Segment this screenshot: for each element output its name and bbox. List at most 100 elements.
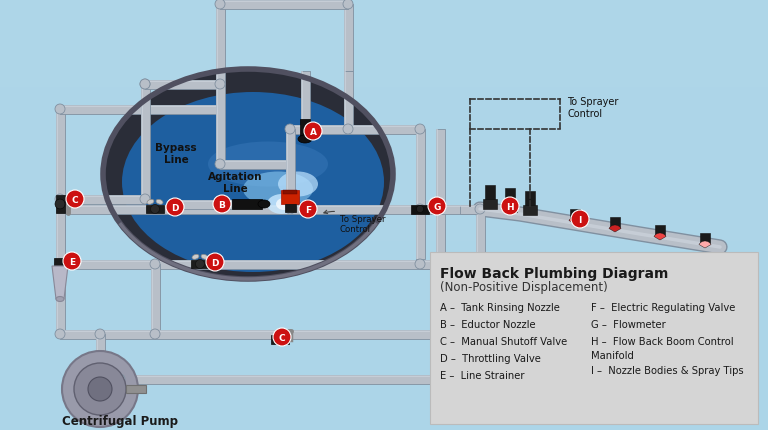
Bar xyxy=(475,209,485,264)
Bar xyxy=(505,189,515,206)
Text: D: D xyxy=(211,258,219,267)
Bar xyxy=(420,260,480,269)
Text: H: H xyxy=(506,203,514,212)
Circle shape xyxy=(115,374,125,384)
Circle shape xyxy=(475,205,485,215)
Bar xyxy=(232,200,262,209)
Bar xyxy=(300,120,310,138)
Text: To Sprayer
Control: To Sprayer Control xyxy=(324,211,386,233)
Bar xyxy=(216,85,224,165)
Text: I –  Nozzle Bodies & Spray Tips: I – Nozzle Bodies & Spray Tips xyxy=(591,365,743,375)
Circle shape xyxy=(415,205,425,215)
Ellipse shape xyxy=(201,255,208,260)
Bar xyxy=(475,209,478,264)
Text: E –  Line Strainer: E – Line Strainer xyxy=(440,370,525,380)
Ellipse shape xyxy=(208,142,328,187)
Circle shape xyxy=(304,123,322,141)
Bar xyxy=(60,205,420,207)
Bar xyxy=(54,258,66,266)
Bar xyxy=(435,130,438,264)
Bar xyxy=(655,225,665,236)
Bar xyxy=(175,200,232,202)
Bar xyxy=(343,72,346,130)
Circle shape xyxy=(415,259,425,269)
Text: E: E xyxy=(69,258,75,266)
Bar xyxy=(95,334,98,379)
Bar xyxy=(151,264,153,334)
Bar xyxy=(0,417,768,430)
Circle shape xyxy=(206,253,224,271)
Circle shape xyxy=(166,199,184,216)
Circle shape xyxy=(55,259,65,269)
Bar xyxy=(281,190,299,205)
Bar xyxy=(55,110,58,334)
Text: D: D xyxy=(171,203,179,212)
Ellipse shape xyxy=(147,200,154,205)
Bar xyxy=(95,334,104,379)
Circle shape xyxy=(63,252,81,270)
Wedge shape xyxy=(654,233,666,240)
Bar xyxy=(343,5,346,72)
Text: D –  Throttling Valve: D – Throttling Valve xyxy=(440,353,541,363)
Ellipse shape xyxy=(122,93,384,272)
Ellipse shape xyxy=(276,199,292,211)
Bar xyxy=(216,5,224,85)
Ellipse shape xyxy=(416,206,424,213)
Bar xyxy=(0,395,768,417)
Bar xyxy=(460,205,510,214)
Bar xyxy=(0,175,768,197)
Circle shape xyxy=(74,363,126,415)
Text: F –  Electric Regulating Valve: F – Electric Regulating Valve xyxy=(591,302,735,312)
Text: G: G xyxy=(433,203,441,212)
Text: H –  Flow Back Boom Control: H – Flow Back Boom Control xyxy=(591,336,733,346)
Bar xyxy=(435,264,438,379)
Wedge shape xyxy=(569,218,581,224)
Bar xyxy=(283,190,297,194)
Polygon shape xyxy=(52,266,68,299)
Circle shape xyxy=(273,328,291,346)
Wedge shape xyxy=(699,241,711,249)
Text: Centrifugal Pump: Centrifugal Pump xyxy=(62,414,178,427)
Bar xyxy=(300,72,303,125)
Circle shape xyxy=(151,205,160,214)
Text: F: F xyxy=(305,206,311,215)
Bar xyxy=(220,0,348,3)
Circle shape xyxy=(150,259,160,269)
Circle shape xyxy=(285,125,295,135)
Circle shape xyxy=(215,160,225,169)
Circle shape xyxy=(88,377,112,401)
Circle shape xyxy=(140,194,150,205)
Bar xyxy=(300,72,310,125)
Text: G –  Flowmeter: G – Flowmeter xyxy=(591,319,665,329)
Bar xyxy=(271,335,289,344)
Bar xyxy=(60,330,155,332)
Circle shape xyxy=(140,80,150,90)
Bar xyxy=(610,218,620,227)
Ellipse shape xyxy=(258,200,270,209)
Circle shape xyxy=(196,260,204,269)
Bar xyxy=(286,130,294,209)
Bar xyxy=(60,105,220,114)
Bar xyxy=(435,264,445,379)
Bar xyxy=(151,264,160,334)
Bar xyxy=(435,130,445,264)
Bar xyxy=(0,44,768,66)
Text: B: B xyxy=(219,200,226,209)
Bar xyxy=(120,375,440,384)
Bar xyxy=(0,373,768,395)
Bar xyxy=(0,307,768,329)
Text: C: C xyxy=(71,196,78,205)
Bar xyxy=(503,203,517,212)
Circle shape xyxy=(140,80,150,90)
Bar xyxy=(60,195,145,204)
Bar xyxy=(0,154,768,175)
Circle shape xyxy=(475,259,485,269)
Ellipse shape xyxy=(278,172,318,197)
Bar xyxy=(0,264,768,286)
Circle shape xyxy=(213,196,231,214)
Circle shape xyxy=(215,80,225,90)
Bar xyxy=(523,206,537,215)
Bar xyxy=(420,205,480,214)
Bar xyxy=(175,200,232,209)
Circle shape xyxy=(415,125,425,135)
